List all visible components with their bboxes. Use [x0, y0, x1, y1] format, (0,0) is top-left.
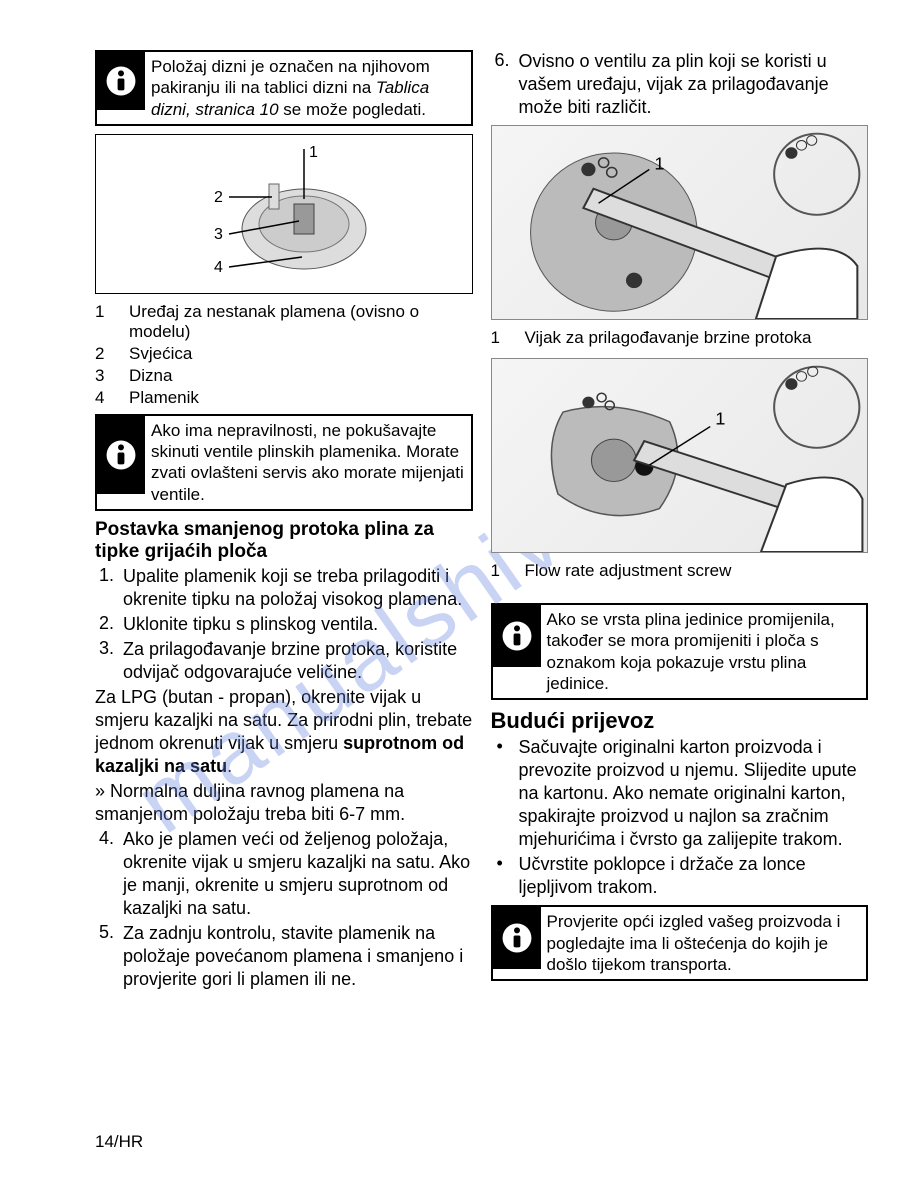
burner-diagram: 1 2 3 4 [95, 134, 473, 294]
step-1: 1. Upalite plamenik koji se treba prilag… [95, 565, 473, 611]
figure-valve-2: 1 [491, 358, 869, 553]
right-column: 6. Ovisno o ventilu za plin koji se kori… [491, 50, 869, 993]
legend-row-4: 4 Plamenik [95, 388, 473, 408]
info-text-2: Ako ima nepravilnosti, ne pokušavajte sk… [145, 416, 471, 509]
svg-text:3: 3 [214, 226, 223, 243]
info-icon [493, 907, 541, 969]
figure-valve-1: 1 [491, 125, 869, 320]
left-column: Položaj dizni je označen na njihovom pak… [95, 50, 473, 993]
step-4: 4. Ako je plamen veći od željenog položa… [95, 828, 473, 920]
section-heading-transport: Budući prijevoz [491, 708, 869, 734]
step-2: 2. Uklonite tipku s plinskog ventila. [95, 613, 473, 636]
step-5: 5. Za zadnju kontrolu, stavite plamenik … [95, 922, 473, 991]
info-box-3: Ako se vrsta plina jedinice promijenila,… [491, 603, 869, 700]
svg-text:4: 4 [214, 259, 223, 276]
section-heading-flow: Postavka smanjenog protoka plina za tipk… [95, 519, 473, 563]
normal-flame-line: » Normalna duljina ravnog plamena na sma… [95, 780, 473, 826]
step-6: 6. Ovisno o ventilu za plin koji se kori… [491, 50, 869, 119]
info-box-1: Položaj dizni je označen na njihovom pak… [95, 50, 473, 126]
info-text-4: Provjerite opći izgled vašeg proizvoda i… [541, 907, 867, 979]
info-icon [97, 416, 145, 494]
info-text-3: Ako se vrsta plina jedinice promijenila,… [541, 605, 867, 698]
svg-text:1: 1 [654, 154, 664, 173]
legend-row-2: 2 Svjećica [95, 344, 473, 364]
info-box-2: Ako ima nepravilnosti, ne pokušavajte sk… [95, 414, 473, 511]
step-3: 3. Za prilagođavanje brzine protoka, kor… [95, 638, 473, 684]
svg-text:1: 1 [309, 144, 318, 161]
legend-row-1: 1 Uređaj za nestanak plamena (ovisno o m… [95, 302, 473, 342]
info-box-4: Provjerite opći izgled vašeg proizvoda i… [491, 905, 869, 981]
svg-text:2: 2 [214, 189, 223, 206]
svg-text:1: 1 [715, 409, 725, 428]
lpg-paragraph: Za LPG (butan - propan), okrenite vijak … [95, 686, 473, 778]
bullet-2: • Učvrstite poklopce i držače za lonce l… [491, 853, 869, 899]
legend-row-3: 3 Dizna [95, 366, 473, 386]
page-footer: 14/HR [95, 1132, 143, 1152]
info-text-1: Položaj dizni je označen na njihovom pak… [145, 52, 471, 124]
info-icon [97, 52, 145, 110]
fig2-caption: 1 Flow rate adjustment screw [491, 561, 869, 581]
info-icon [493, 605, 541, 667]
bullet-1: • Sačuvajte originalni karton proizvoda … [491, 736, 869, 851]
fig1-caption: 1 Vijak za prilagođavanje brzine protoka [491, 328, 869, 348]
content-columns: Položaj dizni je označen na njihovom pak… [95, 50, 868, 993]
